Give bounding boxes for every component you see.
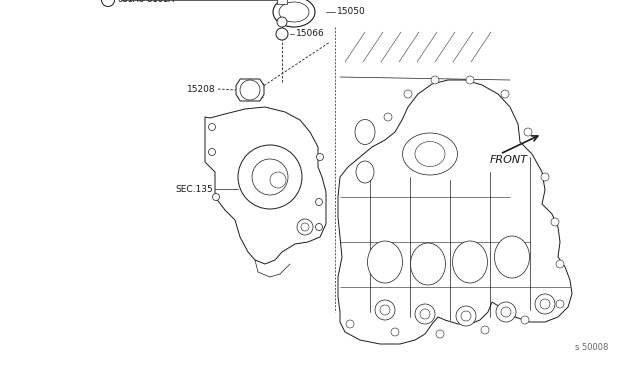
Circle shape (102, 0, 115, 6)
Circle shape (436, 330, 444, 338)
Circle shape (466, 76, 474, 84)
Ellipse shape (355, 119, 375, 144)
Circle shape (238, 145, 302, 209)
Circle shape (240, 80, 260, 100)
Circle shape (380, 305, 390, 315)
Circle shape (431, 76, 439, 84)
Circle shape (524, 128, 532, 136)
Bar (277, 0, 287, 4)
Circle shape (521, 316, 529, 324)
Text: A: A (106, 0, 111, 3)
Ellipse shape (273, 0, 315, 27)
Circle shape (270, 172, 286, 188)
Ellipse shape (279, 2, 309, 22)
Circle shape (252, 159, 288, 195)
Circle shape (415, 304, 435, 324)
Circle shape (540, 299, 550, 309)
Circle shape (456, 306, 476, 326)
Circle shape (501, 90, 509, 98)
Circle shape (277, 17, 287, 27)
Text: 081A6-8161A: 081A6-8161A (117, 0, 174, 4)
Circle shape (346, 320, 354, 328)
Text: 15208: 15208 (188, 84, 216, 93)
Circle shape (496, 302, 516, 322)
Ellipse shape (452, 241, 488, 283)
Circle shape (276, 28, 288, 40)
Text: 15066: 15066 (296, 29, 324, 38)
Ellipse shape (410, 243, 445, 285)
Circle shape (209, 124, 216, 131)
Circle shape (212, 193, 220, 201)
Polygon shape (338, 80, 572, 344)
Polygon shape (236, 79, 264, 101)
Circle shape (317, 154, 323, 160)
Circle shape (551, 218, 559, 226)
Text: SEC.135: SEC.135 (175, 185, 212, 193)
Circle shape (535, 294, 555, 314)
Circle shape (501, 307, 511, 317)
Circle shape (420, 309, 430, 319)
Text: FRONT: FRONT (490, 155, 528, 165)
Circle shape (384, 113, 392, 121)
Circle shape (375, 300, 395, 320)
Circle shape (404, 90, 412, 98)
Circle shape (316, 199, 323, 205)
Ellipse shape (367, 241, 403, 283)
Circle shape (461, 311, 471, 321)
Ellipse shape (403, 133, 458, 175)
Circle shape (556, 260, 564, 268)
Ellipse shape (415, 141, 445, 167)
Circle shape (556, 300, 564, 308)
Ellipse shape (495, 236, 529, 278)
Circle shape (297, 219, 313, 235)
Circle shape (541, 173, 549, 181)
Circle shape (481, 326, 489, 334)
Polygon shape (205, 107, 326, 264)
Circle shape (301, 223, 309, 231)
Text: s 50008: s 50008 (575, 343, 608, 353)
Circle shape (316, 224, 323, 231)
Circle shape (391, 328, 399, 336)
Circle shape (209, 148, 216, 155)
Ellipse shape (356, 161, 374, 183)
Text: 15050: 15050 (337, 7, 365, 16)
